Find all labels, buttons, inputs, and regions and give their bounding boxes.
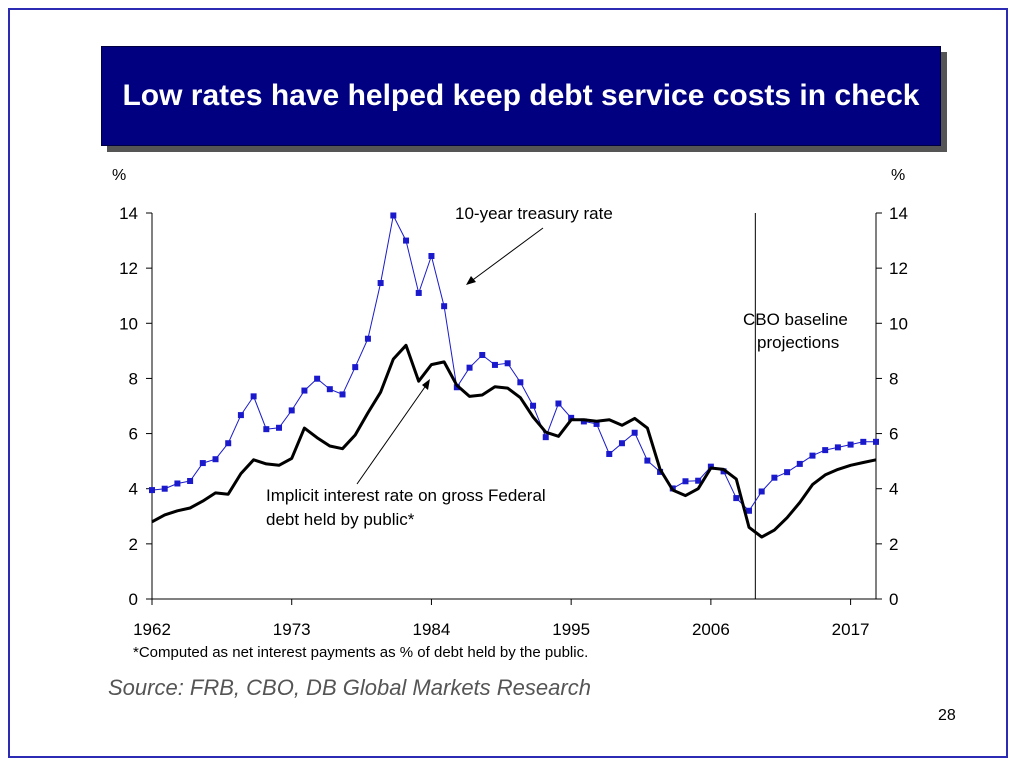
treasury-point — [326, 386, 333, 393]
treasury-point — [873, 438, 879, 445]
treasury-point — [441, 303, 448, 310]
y-tick-label-right: 14 — [889, 204, 908, 223]
treasury-point — [504, 360, 511, 367]
treasury-point — [339, 391, 346, 398]
treasury-point — [771, 474, 778, 481]
y-tick-label-right: 6 — [889, 425, 898, 444]
treasury-point — [428, 253, 435, 260]
page-number: 28 — [938, 707, 956, 724]
treasury-point — [758, 488, 765, 495]
arrowhead-implicit — [422, 379, 430, 390]
y-tick-label-left: 14 — [119, 204, 138, 223]
y-tick-label-right: 12 — [889, 259, 908, 278]
treasury-point — [796, 460, 803, 467]
treasury-point — [288, 407, 295, 414]
treasury-point — [250, 393, 257, 400]
x-tick-label: 2017 — [832, 620, 870, 639]
treasury-point — [390, 212, 397, 219]
treasury-point — [530, 402, 537, 409]
treasury-point — [568, 414, 575, 421]
treasury-point — [834, 444, 841, 451]
slide-title: Low rates have helped keep debt service … — [101, 46, 941, 146]
y-unit-left: % — [112, 167, 126, 184]
treasury-point — [847, 441, 854, 448]
series-treasury-line — [151, 213, 876, 512]
treasury-point — [822, 447, 829, 454]
y-tick-label-left: 0 — [129, 590, 138, 609]
treasury-point — [352, 364, 359, 371]
annotation-implicit-line1: Implicit interest rate on gross Federal — [266, 486, 546, 505]
treasury-point — [377, 280, 384, 287]
y-tick-label-right: 2 — [889, 535, 898, 554]
annotation-arrow-treasury — [469, 227, 544, 283]
treasury-point — [720, 468, 727, 475]
treasury-point — [174, 480, 181, 487]
treasury-point — [212, 456, 219, 463]
treasury-point — [276, 424, 283, 431]
treasury-point — [606, 450, 613, 457]
treasury-point — [491, 361, 498, 368]
y-tick-label-left: 8 — [129, 369, 138, 388]
y-tick-label-left: 4 — [129, 480, 138, 499]
treasury-point — [555, 400, 562, 407]
treasury-point — [733, 495, 740, 502]
arrowhead-treasury — [466, 276, 476, 285]
annotation-arrow-implicit — [356, 383, 428, 485]
treasury-point — [403, 237, 410, 244]
annotation-cbo-line2: projections — [757, 333, 839, 352]
y-tick-label-right: 0 — [889, 590, 898, 609]
treasury-point — [682, 478, 689, 485]
y-tick-label-right: 8 — [889, 369, 898, 388]
treasury-point — [542, 434, 549, 441]
treasury-point — [695, 477, 702, 484]
treasury-point — [784, 469, 791, 476]
source-note: Source: FRB, CBO, DB Global Markets Rese… — [108, 675, 591, 700]
treasury-point — [225, 440, 232, 447]
treasury-point — [199, 460, 206, 467]
y-tick-label-right: 4 — [889, 480, 898, 499]
treasury-point — [517, 379, 524, 386]
annotation-implicit-line2: debt held by public* — [266, 510, 415, 529]
y-tick-label-left: 10 — [119, 314, 138, 333]
footnote: *Computed as net interest payments as % … — [133, 644, 589, 661]
y-tick-label-left: 6 — [129, 425, 138, 444]
treasury-point — [161, 485, 168, 492]
treasury-point — [466, 364, 473, 371]
treasury-point — [644, 457, 651, 464]
treasury-point — [314, 375, 321, 382]
treasury-point — [364, 335, 371, 342]
x-tick-label: 1973 — [273, 620, 311, 639]
series-implicit-line — [151, 343, 877, 539]
x-tick-label: 1962 — [133, 620, 171, 639]
x-tick-label: 2006 — [692, 620, 730, 639]
treasury-point — [745, 507, 752, 514]
treasury-point — [479, 351, 486, 358]
x-tick-label: 1984 — [413, 620, 451, 639]
treasury-point — [301, 387, 308, 394]
treasury-point — [187, 477, 194, 484]
treasury-point — [415, 289, 422, 296]
y-tick-label-left: 12 — [119, 259, 138, 278]
treasury-point — [263, 426, 270, 433]
treasury-point — [618, 440, 625, 447]
annotation-treasury: 10-year treasury rate — [455, 204, 613, 223]
y-unit-right: % — [891, 167, 905, 184]
treasury-point — [580, 418, 587, 425]
y-tick-label-right: 10 — [889, 314, 908, 333]
treasury-point — [860, 438, 867, 445]
treasury-point — [809, 452, 816, 459]
y-tick-label-left: 2 — [129, 535, 138, 554]
treasury-point — [149, 487, 155, 494]
treasury-point — [631, 429, 638, 436]
x-tick-label: 1995 — [552, 620, 590, 639]
annotation-cbo-line1: CBO baseline — [743, 310, 848, 329]
treasury-point — [593, 420, 600, 427]
treasury-point — [237, 412, 244, 419]
